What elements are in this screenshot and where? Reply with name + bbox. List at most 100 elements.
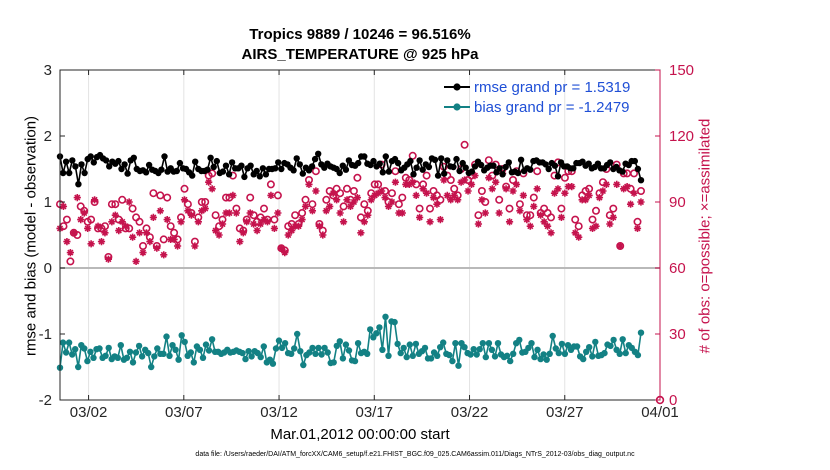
obs_possible-point — [197, 198, 206, 207]
obs_assimilated-point — [253, 227, 261, 235]
obs_possible-point — [474, 211, 483, 220]
obs_assimilated-point — [588, 224, 597, 232]
rmse-point — [102, 157, 110, 164]
obs_assimilated-point — [205, 178, 213, 186]
obs_assimilated-point — [488, 185, 496, 193]
obs_assimilated-point — [595, 194, 604, 202]
obs_assimilated-point — [194, 218, 202, 226]
obs_assimilated-point — [146, 238, 154, 246]
rmse-point — [419, 166, 426, 173]
obs_possible-point — [546, 213, 555, 222]
bias-point — [275, 337, 283, 344]
obs_possible-point — [322, 195, 331, 204]
obs_assimilated-point — [436, 216, 444, 224]
rmse-point — [496, 165, 503, 172]
bias-point — [491, 353, 499, 360]
obs_assimilated-point — [270, 224, 278, 232]
obs_assimilated-point — [160, 251, 168, 259]
obs_assimilated-point — [173, 242, 182, 250]
rmse-point — [158, 166, 165, 173]
legend-rmse-marker — [453, 83, 461, 91]
obs_assimilated-point — [84, 224, 92, 232]
obs_possible-point — [394, 200, 403, 209]
obs_assimilated-point — [232, 209, 240, 217]
obs_assimilated-point — [474, 220, 483, 228]
rmse-point — [527, 166, 534, 173]
y-left-tick-label: 3 — [44, 62, 52, 79]
obs_assimilated-point — [447, 196, 455, 204]
rmse-point — [69, 157, 76, 164]
obs_assimilated-point — [467, 180, 476, 188]
obs_assimilated-point — [533, 185, 541, 193]
rmse-series — [56, 150, 645, 188]
legend: rmse grand pr = 1.5319 bias grand pr = -… — [444, 79, 630, 116]
bias-point — [385, 352, 392, 359]
bias-point — [248, 353, 255, 360]
obs_possible-point — [387, 189, 396, 198]
bias-point — [510, 350, 517, 357]
rmse-point — [385, 168, 393, 175]
y-right-tick-label: 90 — [669, 194, 686, 211]
rmse-point — [410, 171, 417, 178]
bias-point — [558, 340, 566, 348]
bias-point — [196, 346, 204, 353]
bias-point — [573, 343, 581, 350]
bias-point — [482, 353, 489, 361]
rmse-point — [87, 153, 94, 160]
obs_assimilated-point — [509, 187, 517, 195]
bias-point — [69, 351, 76, 358]
obs_assimilated-point — [626, 200, 635, 208]
rmse-point — [607, 159, 614, 166]
obs_possible-point — [436, 195, 445, 204]
obs_possible-point — [107, 200, 116, 209]
obs_possible-point — [588, 215, 597, 224]
obs-assimilated-series — [56, 169, 645, 265]
bias-point — [59, 339, 67, 346]
bias-point — [281, 340, 289, 347]
obs_assimilated-point — [422, 189, 431, 197]
rmse-point — [106, 163, 113, 170]
rmse-point — [413, 164, 420, 171]
obs_possible-point — [259, 204, 268, 213]
rmse-point — [173, 167, 180, 175]
obs_assimilated-point — [357, 229, 365, 237]
bias-point — [503, 352, 511, 359]
obs_assimilated-point — [80, 209, 88, 217]
rmse-point — [585, 160, 592, 167]
bias-point — [528, 340, 535, 347]
bias-point — [616, 350, 623, 357]
y-right-tick-label: 0 — [669, 392, 677, 409]
rmse-point — [228, 159, 236, 166]
obs_possible-point — [339, 202, 348, 211]
obs_possible-point — [246, 193, 255, 202]
bias-point — [607, 342, 614, 350]
bias-point — [123, 354, 131, 361]
obs_possible-point — [370, 180, 379, 189]
x-tick-label: 03/22 — [451, 404, 489, 421]
obs_possible-point — [163, 193, 172, 202]
bias-point — [260, 343, 267, 350]
bias-point — [531, 353, 538, 361]
obs_assimilated-point — [637, 198, 645, 206]
obs_assimilated-point — [350, 198, 358, 206]
bias-point — [525, 344, 532, 352]
bias-point — [634, 351, 642, 359]
obs_assimilated-point — [464, 187, 472, 195]
obs_assimilated-point — [198, 207, 206, 215]
bias-point — [583, 348, 590, 355]
obs_possible-point — [149, 189, 158, 198]
rmse-point — [637, 177, 645, 184]
bias-point — [345, 347, 353, 354]
obs_assimilated-point — [208, 185, 216, 193]
obs_possible-point — [374, 180, 383, 189]
rmse-point — [453, 155, 460, 163]
obs_assimilated-point — [495, 209, 503, 217]
obs_assimilated-point — [609, 213, 617, 221]
rmse-point — [62, 158, 70, 165]
obs_possible-point — [609, 204, 618, 213]
obs_assimilated-point — [319, 231, 327, 239]
bias-point — [148, 363, 155, 371]
obs_assimilated-point — [277, 244, 285, 252]
rmse-point — [554, 173, 562, 180]
